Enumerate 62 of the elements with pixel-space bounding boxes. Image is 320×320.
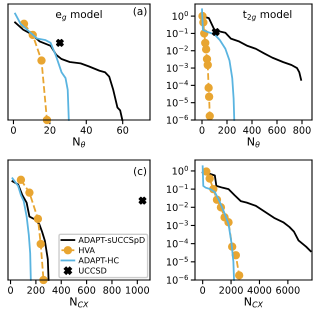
point <box>202 45 210 54</box>
text: (c) <box>134 166 146 176</box>
x-tick-label: 0 <box>200 126 204 134</box>
y-tick-label: 10$^{−4}$ <box>166 238 188 248</box>
x-axis-title: N$_{CX}$ <box>70 297 89 308</box>
legend-label: HVA <box>79 247 95 254</box>
x-tick-label: 20 <box>44 126 56 134</box>
y-tick-label: 10$^{0}$ <box>172 166 188 175</box>
point <box>235 271 244 280</box>
annotation: t$_{2g}$ model <box>243 10 292 22</box>
y-tick-label: 10$^{−5}$ <box>166 98 188 106</box>
y-tick-label: 10$^{0}$ <box>172 10 188 20</box>
y-tick-label: 10$^{−3}$ <box>166 220 188 230</box>
x-tick-label: 2000 <box>219 286 243 294</box>
x-axis-title: N$_{θ}$ <box>248 137 260 148</box>
point <box>204 60 212 70</box>
x-tick-label: 800 <box>103 286 121 294</box>
point <box>138 196 146 205</box>
x-tick-label: 800 <box>293 126 311 134</box>
y-tick-label: 10$^{−6}$ <box>166 114 188 124</box>
y-tick-label: 10$^{−5}$ <box>166 256 188 266</box>
line-series <box>201 8 236 121</box>
annotation: e$_{g}$ model <box>56 10 102 22</box>
x-tick-label: 0 <box>11 126 16 134</box>
x-tick-label: 600 <box>78 286 96 294</box>
y-tick-label: 10$^{−1}$ <box>166 28 188 38</box>
x-tick-label: 6000 <box>276 286 300 294</box>
point <box>34 214 42 224</box>
x-axis-title: N$_{CX}$ <box>244 297 264 308</box>
x-axis-title: N$_{θ}$ <box>73 137 86 148</box>
legend-label: ADAPT-sUCCSpD <box>78 236 145 245</box>
point <box>36 240 45 248</box>
y-tick-label: 10$^{−2}$ <box>166 46 188 54</box>
y-tick-label: 10$^{−4}$ <box>166 80 188 90</box>
legend-label: ADAPT-HC <box>78 257 119 264</box>
legend-label: UCCSD <box>79 268 106 274</box>
point <box>16 176 26 184</box>
point <box>37 56 46 65</box>
y-tick-label: 10$^{−2}$ <box>166 202 188 212</box>
x-tick-label: 40 <box>80 126 92 134</box>
x-tick-label: 200 <box>218 126 236 134</box>
annotation: (a) <box>134 7 146 16</box>
x-tick-label: 600 <box>268 126 286 134</box>
point <box>206 112 214 120</box>
x-tick-label: 400 <box>52 286 70 294</box>
point <box>206 174 214 183</box>
x-tick-label: 1000 <box>126 286 150 294</box>
y-tick-label: 10$^{−6}$ <box>166 274 188 284</box>
x-tick-label: 0 <box>8 286 13 294</box>
point <box>212 28 220 36</box>
y-tick-label: 10$^{−1}$ <box>166 184 188 193</box>
point <box>204 92 214 101</box>
point <box>56 38 64 47</box>
x-tick-label: 60 <box>117 126 128 134</box>
y-tick-label: 10$^{−3}$ <box>166 62 188 72</box>
x-tick-label: 400 <box>243 126 261 134</box>
x-tick-label: 4000 <box>248 286 272 294</box>
point <box>204 84 213 92</box>
x-tick-label: 200 <box>27 286 45 294</box>
x-tick-label: 0 <box>200 286 206 294</box>
point <box>201 38 210 48</box>
point <box>25 188 34 197</box>
